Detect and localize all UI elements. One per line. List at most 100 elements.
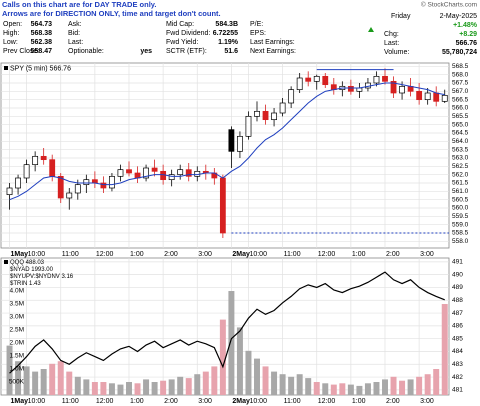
candle-body: [424, 92, 431, 101]
volume-bar: [6, 345, 13, 395]
volume-bar: [74, 376, 81, 395]
quote-label: EPS:: [250, 30, 266, 37]
legend-swatch: [4, 260, 8, 264]
candle-body: [305, 77, 312, 82]
volume-bar: [271, 371, 278, 395]
note: Arrows are for DIRECTION ONLY, time and …: [2, 9, 221, 18]
candle-body: [151, 167, 158, 172]
volume-bar: [194, 374, 201, 395]
quote-value: 558.47: [31, 48, 53, 55]
x-tick-label: 1:00: [352, 251, 366, 258]
candle-body: [126, 169, 132, 174]
y-tick-label: 561.5: [452, 180, 469, 187]
credit: © StockCharts.com: [421, 1, 477, 9]
volume-bar: [219, 319, 226, 395]
legend-label: QQQ 488.03: [10, 260, 45, 266]
y-tick-label: 1.0M: [10, 366, 24, 373]
y-tick-label: 560.0: [452, 205, 469, 212]
volume-bar: [245, 350, 252, 395]
candle-body: [390, 80, 397, 94]
y-tick-label: 567.0: [452, 88, 469, 95]
candle-body: [32, 155, 39, 166]
candle-body: [49, 159, 56, 177]
x-tick-label: 1:00: [130, 251, 144, 258]
candle-body: [23, 164, 30, 179]
candle-body: [177, 169, 184, 176]
x-tick-label: 11:00: [284, 251, 301, 258]
y-tick-label: 1.5M: [10, 353, 24, 360]
volume-bar: [347, 384, 354, 395]
x-tick-label: 3:00: [198, 398, 212, 405]
y-tick-label: 559.5: [452, 213, 469, 220]
volume-bar: [407, 379, 414, 395]
y-tick-label: 559.0: [452, 221, 469, 228]
candle-body: [228, 129, 235, 152]
candle-body: [433, 92, 440, 102]
candle-body: [347, 85, 354, 92]
volume-bar: [296, 374, 303, 395]
quote-label: Optionable:: [68, 48, 104, 55]
y-tick-label: 482: [452, 374, 463, 381]
quote-label: Open:: [3, 21, 22, 28]
y-tick-label: 500K: [9, 379, 25, 386]
y-tick-label: 560.5: [452, 196, 469, 203]
y-tick-label: 567.5: [452, 80, 469, 87]
quote-date: 2-May-2025: [440, 13, 477, 20]
x-tick-label: 10:00: [249, 398, 267, 405]
y-tick-label: 481: [452, 387, 463, 394]
candle-body: [313, 75, 320, 82]
y-tick-label: 563.0: [452, 155, 469, 162]
candle-body: [262, 110, 269, 121]
legend-label: SPY (5 min) 566.76: [10, 65, 71, 72]
y-tick-label: 2.0M: [10, 340, 24, 347]
y-tick-label: 3.5M: [10, 301, 24, 308]
candle-body: [40, 155, 47, 161]
volume-bar: [83, 379, 90, 395]
candle-body: [15, 177, 21, 189]
indicator-label: $TRIN 1.43: [10, 281, 41, 287]
x-tick-label: 1May: [11, 398, 29, 405]
volume-bar: [185, 378, 192, 395]
x-tick-label: 2:00: [386, 251, 400, 258]
volume-bar: [228, 291, 235, 395]
volume-bar: [373, 382, 380, 395]
candle-body: [109, 175, 115, 189]
volume-bar: [160, 380, 167, 395]
moving-average: [9, 82, 445, 201]
indicator-label: $NYUPV:$NYDNV 3.16: [10, 274, 74, 280]
volume-bar: [134, 383, 141, 395]
candle-body: [6, 187, 13, 196]
quote-label: Last:: [68, 39, 83, 46]
x-tick-label: 1:00: [352, 398, 366, 405]
volume-bar: [399, 380, 406, 395]
y-tick-label: 486: [452, 323, 463, 330]
candle-body: [143, 167, 149, 179]
quote-label: P/E:: [250, 21, 263, 28]
quote-day: Friday: [391, 13, 411, 20]
quote-change-pct: +1.48%: [453, 22, 478, 29]
y-tick-label: 3.0M: [10, 314, 24, 321]
x-tick-label: 10:00: [28, 398, 46, 405]
y-tick-label: 561.0: [452, 188, 469, 195]
candle-body: [66, 192, 73, 199]
quote-value: 562.38: [31, 39, 53, 46]
volume-bar: [382, 379, 388, 395]
x-tick-label: 11:00: [62, 398, 79, 405]
y-tick-label: 483: [452, 361, 463, 368]
price-line: [9, 271, 445, 374]
candle-body: [237, 135, 243, 152]
y-tick-label: 565.5: [452, 113, 469, 120]
x-tick-label: 3:00: [420, 251, 434, 258]
quote-label: Mid Cap:: [166, 21, 194, 28]
volume-bar: [364, 383, 371, 395]
y-tick-label: 568.5: [452, 63, 469, 70]
quote-value: 564.73: [31, 21, 53, 28]
volume-bar: [15, 361, 22, 395]
x-tick-label: 2May: [232, 251, 250, 258]
quote-value: 568.38: [31, 30, 53, 37]
candle-body: [117, 169, 124, 177]
quote-label: SCTR (ETF):: [166, 48, 207, 55]
x-tick-label: 10:00: [249, 251, 267, 258]
candle-body: [271, 112, 277, 121]
